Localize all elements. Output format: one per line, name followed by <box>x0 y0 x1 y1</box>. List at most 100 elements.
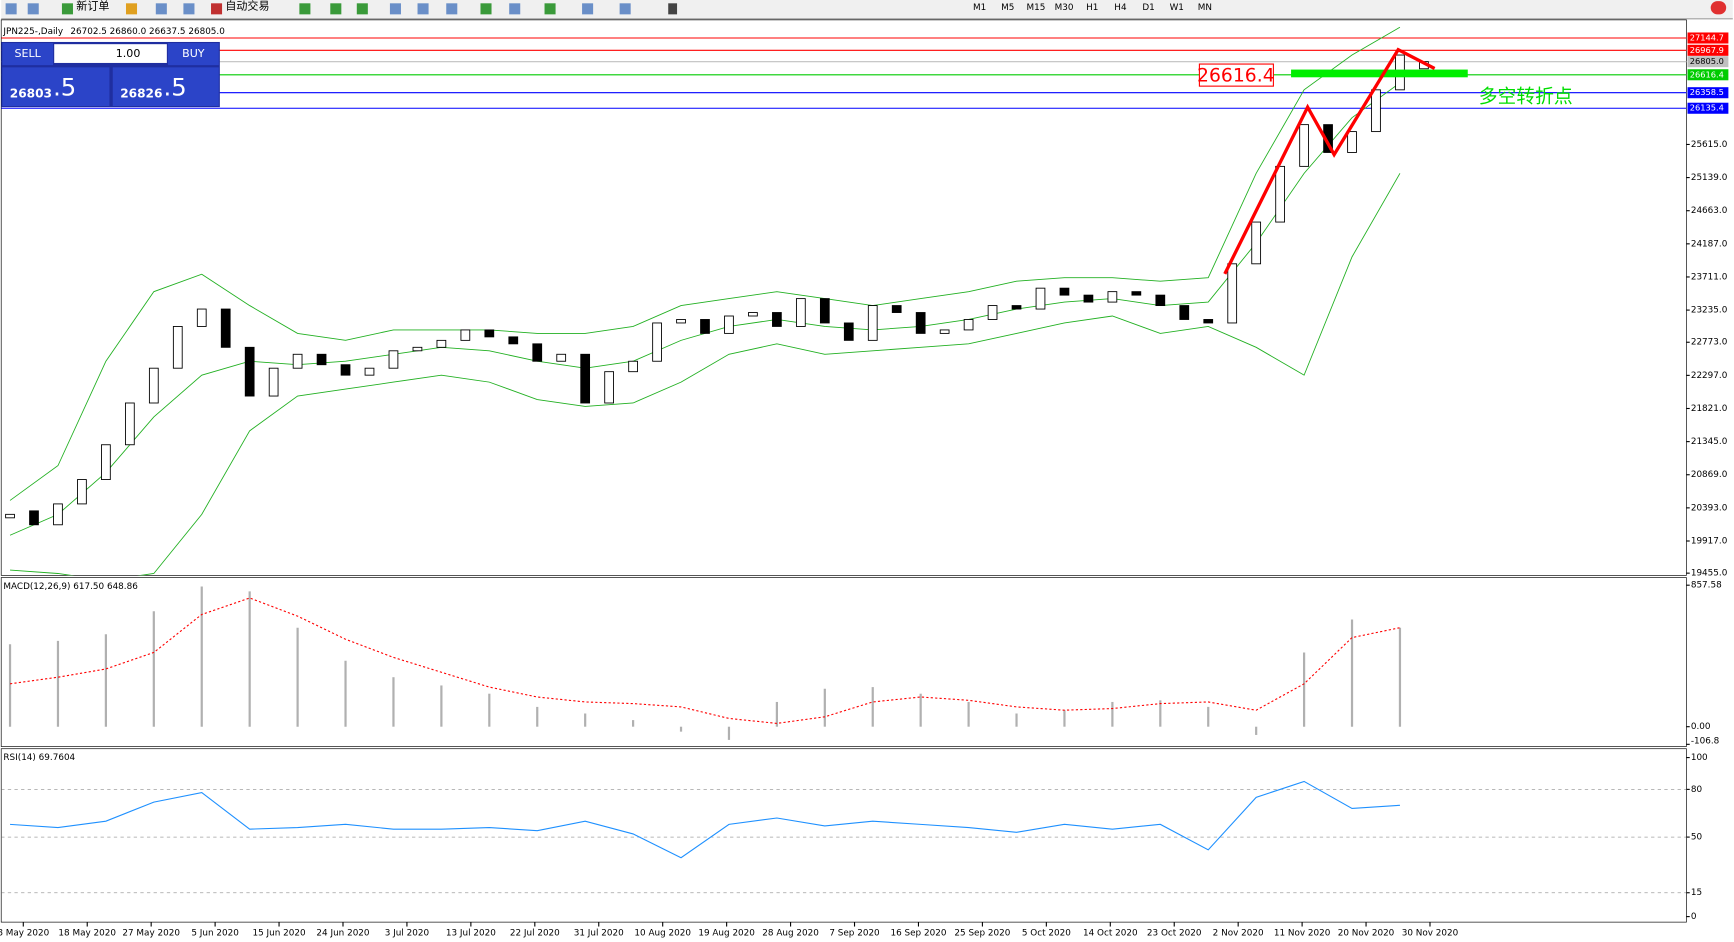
price-tag-label: 26616.4 <box>1690 69 1724 79</box>
candle-body <box>1251 221 1262 265</box>
y-tick-label: 19455.0 <box>1691 569 1728 579</box>
macd-plot <box>8 586 1402 740</box>
x-tick-label: 23 Oct 2020 <box>1147 929 1202 939</box>
timeframe-button[interactable]: MN <box>1198 3 1212 13</box>
price-tag-label: 27144.7 <box>1690 33 1724 43</box>
candle-body <box>101 444 111 480</box>
y-tick-label: 0.00 <box>1691 722 1711 732</box>
sell-price-box[interactable] <box>2 67 110 107</box>
timeframe-button[interactable]: M15 <box>1027 3 1046 13</box>
buy-label[interactable]: BUY <box>182 47 205 60</box>
x-tick-label: 28 Aug 2020 <box>762 929 819 939</box>
annotation-text: 多空转折点 <box>1479 86 1573 108</box>
sell-price[interactable]: 26803 <box>10 86 52 100</box>
timeframe-button[interactable]: M1 <box>973 3 986 13</box>
icon[interactable] <box>61 3 73 15</box>
y-tick-label: 20869.0 <box>1691 470 1728 480</box>
y-tick-label: 25615.0 <box>1691 140 1728 150</box>
candle-body <box>484 329 495 338</box>
icon[interactable] <box>668 3 678 15</box>
autotrading-button[interactable]: 自动交易 <box>225 0 269 13</box>
buy-pip[interactable]: .5 <box>164 72 187 101</box>
icon[interactable] <box>155 3 167 15</box>
ohlc-open: 26702.5 <box>70 26 107 36</box>
x-tick-label: 8 May 2020 <box>0 929 50 939</box>
icon[interactable] <box>582 3 594 15</box>
x-tick-label: 14 Oct 2020 <box>1083 929 1138 939</box>
icon[interactable] <box>330 3 342 15</box>
price-tag <box>1687 102 1729 114</box>
y-tick-label: 25139.0 <box>1691 173 1728 183</box>
icon[interactable] <box>446 3 458 15</box>
icon[interactable] <box>356 3 368 15</box>
bollinger-lower <box>10 173 1401 576</box>
ohlc-low: 26637.5 <box>149 26 186 36</box>
price-tag <box>1687 56 1729 68</box>
new-order-button[interactable]: 新订单 <box>76 0 109 13</box>
icon[interactable] <box>509 3 521 15</box>
price-tag-label: 26967.9 <box>1690 45 1724 55</box>
icon[interactable] <box>619 3 631 15</box>
sell-button[interactable] <box>2 43 54 66</box>
x-tick-label: 11 Nov 2020 <box>1274 929 1331 939</box>
timeframe-button[interactable]: M5 <box>1001 3 1014 13</box>
candle-body <box>987 305 998 320</box>
sell-label[interactable]: SELL <box>15 47 42 60</box>
candle-body <box>1131 291 1142 296</box>
candle-body <box>124 402 135 446</box>
timeframe-button[interactable]: H1 <box>1086 3 1098 13</box>
y-tick-label: 23711.0 <box>1691 272 1728 282</box>
candle-body <box>436 339 447 348</box>
icon[interactable] <box>389 3 401 15</box>
sell-pip[interactable]: .5 <box>53 72 76 101</box>
icon[interactable] <box>299 3 311 15</box>
rsi-label: RSI(14) 69.7604 <box>3 753 75 763</box>
lot-value[interactable]: 1.00 <box>116 47 141 60</box>
candle-body <box>316 353 327 366</box>
candle-body <box>196 308 207 327</box>
x-tick-label: 19 Aug 2020 <box>698 929 755 939</box>
candle-body <box>748 312 758 317</box>
timeframe-button[interactable]: H4 <box>1114 3 1127 13</box>
y-tick-label: -106.8 <box>1691 737 1720 747</box>
price-pane <box>0 19 1687 576</box>
icon[interactable] <box>417 3 429 15</box>
price-tag <box>1687 87 1729 99</box>
candle-body <box>795 298 806 327</box>
lot-field[interactable] <box>54 44 167 63</box>
x-tick-label: 18 May 2020 <box>58 929 116 939</box>
icon[interactable] <box>125 3 138 15</box>
icon[interactable] <box>544 3 556 15</box>
icon[interactable] <box>183 3 195 15</box>
timeframe-button[interactable]: W1 <box>1170 3 1184 13</box>
one-click-panel: SELL BUY 1.00 26803 .5 26826 .5 <box>1 41 220 108</box>
icon[interactable] <box>480 3 492 15</box>
buy-price[interactable]: 26826 <box>120 86 162 100</box>
toolbar <box>1 0 1733 19</box>
candle-body <box>1011 305 1022 310</box>
candle-body <box>628 360 638 373</box>
candle-body <box>1371 89 1381 133</box>
icon[interactable] <box>211 3 223 15</box>
buy-price-box[interactable] <box>112 67 219 107</box>
alert-badge[interactable] <box>1710 1 1727 15</box>
x-tick-label: 5 Jun 2020 <box>191 929 239 939</box>
timeframe-button[interactable]: D1 <box>1142 3 1154 13</box>
icon[interactable] <box>5 3 17 15</box>
candle-body <box>172 326 183 369</box>
x-tick-label: 2 Nov 2020 <box>1213 929 1264 939</box>
candle-body <box>724 315 734 334</box>
y-tick-label: 21821.0 <box>1691 404 1728 414</box>
x-tick-label: 31 Jul 2020 <box>574 929 624 939</box>
candle-body <box>1035 287 1046 310</box>
icon[interactable] <box>27 3 39 15</box>
candle-body <box>1227 263 1238 324</box>
candle-body <box>1203 319 1214 324</box>
timeframe-button[interactable]: M30 <box>1055 3 1074 13</box>
ohlc-close: 26805.0 <box>188 26 225 36</box>
toolbar-icons <box>5 1 1727 15</box>
price-tag <box>1687 69 1729 81</box>
y-tick-label: 19917.0 <box>1691 536 1728 546</box>
buy-button[interactable] <box>167 43 219 66</box>
